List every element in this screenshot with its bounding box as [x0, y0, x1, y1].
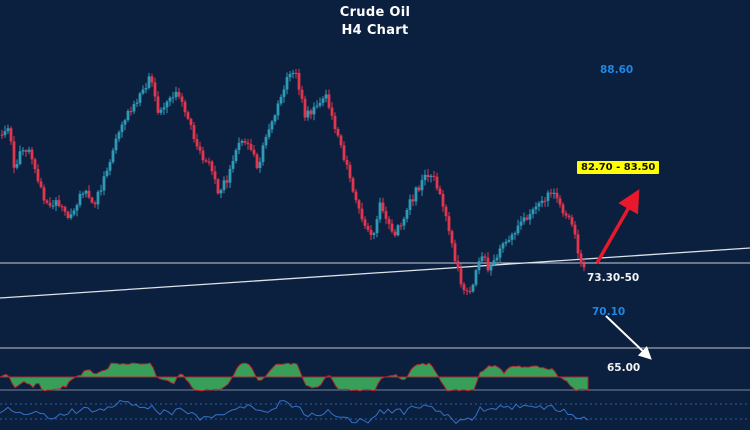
level-lines [0, 247, 750, 420]
oscillator-histogram [0, 362, 589, 392]
projected-rally-arrow [595, 189, 640, 264]
projected-drop-arrow [605, 315, 652, 360]
rising-trendline [0, 247, 750, 299]
candles [0, 68, 586, 296]
lower-indicator-line [0, 399, 589, 425]
projection-arrows [595, 189, 652, 360]
